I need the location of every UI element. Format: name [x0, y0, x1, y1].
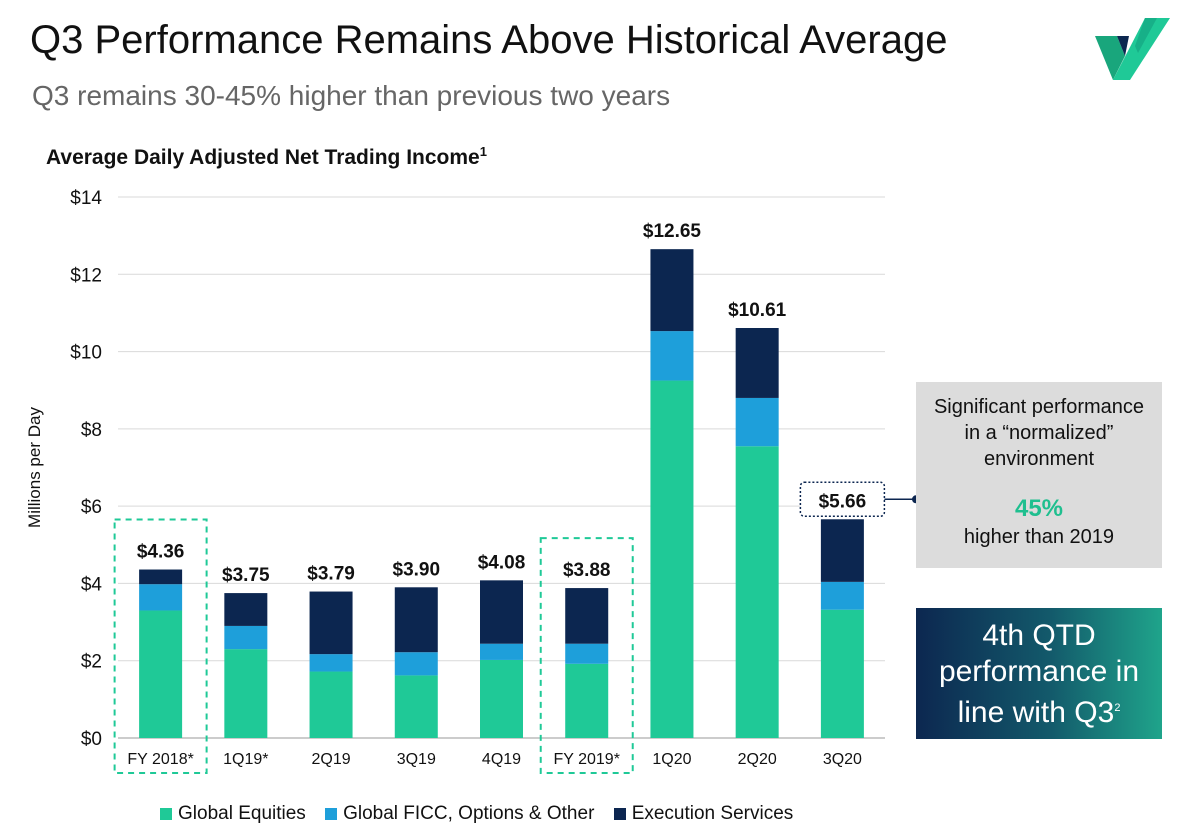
legend-swatch-global-ficc	[325, 808, 338, 820]
legend-swatch-global-equities	[160, 808, 172, 820]
bar-execution-services-fy-2019	[565, 588, 609, 644]
y-tick-label: $8	[81, 420, 102, 441]
bar-global-equities-3q19	[394, 675, 438, 738]
bar-global-ficc-options-other-fy-2018	[139, 584, 183, 611]
total-label-fy-2019: $3.88	[563, 560, 611, 581]
callout-line-4: higher than 2019	[963, 526, 1115, 548]
bar-global-equities-2q19	[309, 671, 353, 738]
bar-execution-services-1q20	[650, 249, 694, 332]
x-tick-label-3q19: 3Q19	[397, 751, 436, 768]
bar-global-ficc-options-other-2q19	[309, 654, 353, 672]
chart-legend: Global Equities Global FICC, Options & O…	[160, 803, 807, 826]
total-label-3q20: $5.66	[819, 491, 867, 512]
total-label-fy-2018: $4.36	[137, 542, 185, 563]
callout-percentage: 45%	[1014, 495, 1064, 522]
bar-global-ficc-options-other-3q20	[820, 581, 864, 610]
bar-global-equities-2q20	[735, 446, 779, 738]
total-label-1q20: $12.65	[643, 221, 702, 242]
highlight-box	[113, 518, 208, 775]
y-tick-label: $4	[81, 574, 103, 595]
y-tick-label: $2	[81, 652, 102, 673]
y-axis-label: Millions per Day	[25, 407, 44, 528]
bar-global-equities-1q19	[224, 649, 268, 738]
callout-line-1: Significant performance	[933, 396, 1145, 418]
x-tick-label-fy-2019: FY 2019*	[554, 751, 620, 768]
chart-title: Average Daily Adjusted Net Trading Incom…	[46, 144, 487, 169]
bar-execution-services-3q20	[820, 519, 864, 582]
bar-global-ficc-options-other-2q20	[735, 397, 779, 447]
page-title: Q3 Performance Remains Above Historical …	[30, 18, 948, 62]
total-label-2q19: $3.79	[307, 564, 355, 585]
legend-label-global-ficc: Global FICC, Options & Other	[343, 803, 595, 824]
legend-label-execution-services: Execution Services	[631, 803, 794, 824]
highlight-box	[539, 537, 634, 775]
bar-global-equities-1q20	[650, 380, 694, 738]
bar-global-ficc-options-other-1q19	[224, 625, 268, 650]
bar-execution-services-1q19	[224, 593, 268, 626]
x-tick-label-fy-2018: FY 2018*	[127, 751, 193, 768]
callout-line-2: in a “normalized”	[964, 422, 1114, 444]
total-label-2q20: $10.61	[728, 300, 787, 321]
x-tick-label-3q20: 3Q20	[823, 751, 862, 768]
callout-line-3: environment	[983, 448, 1095, 470]
x-tick-label-2q20: 2Q20	[738, 751, 777, 768]
qtd-line-2: performance in	[938, 655, 1140, 688]
bar-execution-services-fy-2018	[139, 569, 183, 585]
y-tick-label: $10	[70, 343, 102, 364]
bar-global-ficc-options-other-1q20	[650, 331, 694, 381]
total-label-1q19: $3.75	[222, 565, 270, 586]
legend-item-global-ficc: Global FICC, Options & Other	[325, 803, 594, 825]
x-tick-label-2q19: 2Q19	[311, 751, 350, 768]
bar-global-equities-4q19	[480, 659, 523, 738]
bar-global-ficc-options-other-4q19	[480, 643, 523, 660]
legend-label-global-equities: Global Equities	[178, 803, 306, 824]
x-tick-label-4q19: 4Q19	[482, 751, 521, 768]
legend-swatch-execution-services	[613, 808, 626, 820]
qtd-footnote: 2	[1114, 702, 1121, 714]
legend-item-global-equities: Global Equities	[160, 803, 306, 825]
page-subtitle: Q3 remains 30-45% higher than previous t…	[32, 80, 671, 111]
bar-global-equities-3q20	[820, 609, 864, 738]
bar-execution-services-3q19	[394, 587, 438, 653]
company-logo-icon	[1095, 18, 1170, 80]
bar-global-equities-fy-2018	[139, 610, 183, 738]
qtd-line-1: 4th QTD	[982, 619, 1096, 652]
y-tick-label: $14	[70, 188, 102, 209]
qtd-performance-box: 4th QTD performance in line with Q32	[916, 608, 1162, 739]
bar-global-ficc-options-other-3q19	[394, 652, 438, 676]
callout-box: Significant performance in a “normalized…	[916, 382, 1162, 568]
x-tick-label-1q20: 1Q20	[652, 751, 691, 768]
total-label-box	[799, 481, 886, 518]
bar-global-ficc-options-other-fy-2019	[565, 643, 609, 664]
qtd-line-3: line with Q32	[957, 696, 1121, 729]
bar-execution-services-4q19	[480, 580, 523, 644]
bar-execution-services-2q19	[309, 591, 353, 655]
y-tick-label: $12	[70, 265, 102, 286]
y-tick-label: $6	[81, 497, 102, 518]
legend-item-execution-services: Execution Services	[613, 803, 794, 825]
bar-global-equities-fy-2019	[565, 663, 609, 738]
y-tick-label: $0	[81, 729, 102, 750]
total-label-3q19: $3.90	[393, 559, 441, 580]
x-tick-label-1q19: 1Q19*	[223, 751, 268, 768]
bar-execution-services-2q20	[735, 327, 779, 398]
total-label-4q19: $4.08	[478, 552, 526, 573]
